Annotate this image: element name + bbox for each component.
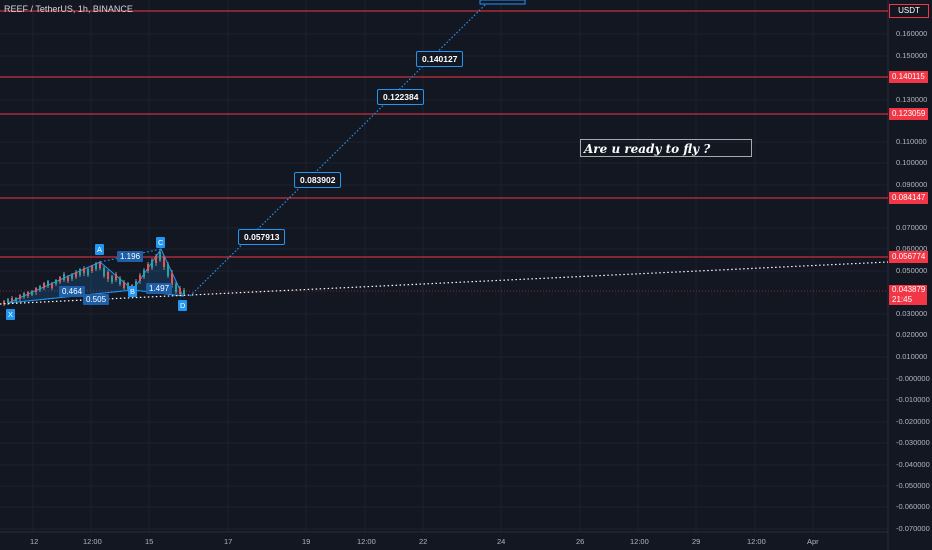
price-tick: 0.070000 xyxy=(896,223,928,232)
annotation-text[interactable]: Are u ready to fly ? xyxy=(580,139,752,157)
level-tag[interactable]: 0.084147 xyxy=(889,192,929,204)
pattern-ratio: 1.196 xyxy=(117,251,144,262)
level-lines[interactable] xyxy=(0,10,888,258)
price-tick: 0.110000 xyxy=(896,137,927,146)
price-tick: 0.150000 xyxy=(896,51,928,60)
pattern-ratio: 1.497 xyxy=(146,283,173,294)
candles xyxy=(3,251,185,306)
bar-countdown: 21:45 xyxy=(892,295,913,304)
time-tick: 12:00 xyxy=(630,537,649,546)
pattern-ratio: 0.464 xyxy=(59,286,86,297)
pattern-ratio: 0.505 xyxy=(83,294,110,305)
trend-line-support[interactable] xyxy=(0,261,889,305)
time-tick: 12:00 xyxy=(357,537,376,546)
price-tick: 0.050000 xyxy=(896,266,928,275)
time-tick: 12 xyxy=(30,537,39,546)
time-tick: 22 xyxy=(419,537,428,546)
price-tick: -0.060000 xyxy=(896,502,930,511)
time-tick: 26 xyxy=(576,537,585,546)
price-tick: -0.030000 xyxy=(896,438,930,447)
level-tag[interactable]: 0.140115 xyxy=(889,71,928,83)
target-label[interactable]: 0.083902 xyxy=(294,172,342,188)
target-label-top-cut xyxy=(479,0,526,5)
pattern-point-b: B xyxy=(128,286,138,297)
price-tick: -0.010000 xyxy=(896,395,930,404)
pattern-point-c: C xyxy=(156,237,166,248)
pattern-point-a: A xyxy=(95,244,105,255)
time-tick: Apr xyxy=(807,537,819,546)
price-tick: 0.030000 xyxy=(896,309,928,318)
price-tick: 0.020000 xyxy=(896,330,928,339)
price-tick: -0.070000 xyxy=(896,524,930,533)
current-price-value: 0.043879 xyxy=(892,285,926,294)
price-tick: -0.020000 xyxy=(896,417,930,426)
time-tick: 24 xyxy=(497,537,506,546)
currency-badge[interactable]: USDT xyxy=(889,4,929,18)
target-label[interactable]: 0.140127 xyxy=(416,51,464,67)
price-tick: 0.090000 xyxy=(896,180,928,189)
price-tick: 0.010000 xyxy=(896,352,928,361)
time-tick: 17 xyxy=(224,537,233,546)
pattern-point-x: X xyxy=(6,309,16,320)
time-tick: 29 xyxy=(692,537,701,546)
time-tick: 19 xyxy=(302,537,311,546)
price-tick: -0.050000 xyxy=(896,481,930,490)
level-tag[interactable]: 0.056774 xyxy=(889,251,929,263)
currency-label: USDT xyxy=(898,6,920,15)
price-tick: -0.000000 xyxy=(896,374,930,383)
price-tick: 0.060000 xyxy=(896,244,928,253)
target-label[interactable]: 0.122384 xyxy=(377,89,425,105)
pattern-point-d: D xyxy=(178,300,188,311)
price-tick: 0.130000 xyxy=(896,95,928,104)
time-tick: 12:00 xyxy=(747,537,766,546)
price-tick: -0.040000 xyxy=(896,460,930,469)
time-tick: 12:00 xyxy=(83,537,102,546)
time-tick: 15 xyxy=(145,537,154,546)
price-tick: 0.160000 xyxy=(896,29,928,38)
current-price-tag[interactable]: 0.043879 21:45 xyxy=(889,285,927,305)
chart-title: REEF / TetherUS, 1h, BINANCE xyxy=(4,4,133,14)
grid xyxy=(0,0,888,532)
price-tick: 0.100000 xyxy=(896,158,928,167)
projection-line[interactable] xyxy=(189,0,491,297)
level-tag[interactable]: 0.123059 xyxy=(889,108,929,120)
target-label[interactable]: 0.057913 xyxy=(238,229,286,245)
